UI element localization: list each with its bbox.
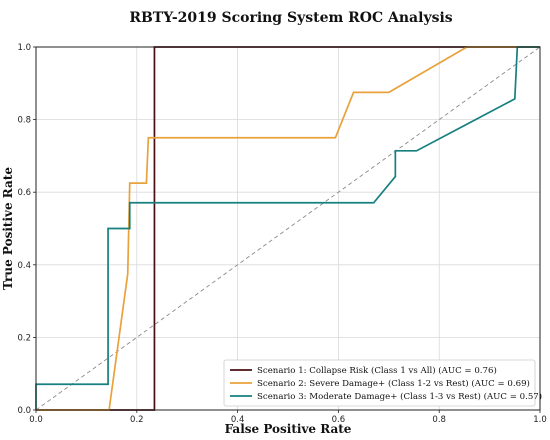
x-axis-label: False Positive Rate — [225, 422, 352, 436]
x-tick-label: 0.0 — [29, 415, 43, 425]
tick-layer: 0.0 0.2 0.4 0.6 0.8 1.0 0.0 0.2 0.4 0.6 0.8 1.0 — [17, 43, 546, 425]
x-tick-label: 1.0 — [533, 415, 547, 425]
reference-line-layer — [35, 46, 541, 411]
chance-diagonal-line — [35, 46, 541, 411]
x-tick-label: 0.6 — [332, 415, 346, 425]
y-tick-label: 0.0 — [17, 406, 31, 416]
y-tick-label: 0.8 — [17, 116, 31, 126]
y-axis-label: True Positive Rate — [1, 167, 15, 290]
legend-entry-label: Scenario 1: Collapse Risk (Class 1 vs Al… — [257, 365, 497, 376]
legend-entry-label: Scenario 3: Moderate Damage+ (Class 1-3 … — [257, 391, 542, 402]
chart-title: RBTY-2019 Scoring System ROC Analysis — [129, 10, 452, 26]
legend-entry-label: Scenario 2: Severe Damage+ (Class 1-2 vs… — [257, 378, 530, 389]
x-tick-label: 0.4 — [231, 415, 245, 425]
x-tick-label: 0.2 — [130, 415, 144, 425]
x-tick-label: 0.8 — [432, 415, 446, 425]
y-tick-label: 0.2 — [17, 333, 31, 343]
roc-curve-scenario-3 — [35, 46, 540, 410]
y-tick-label: 0.4 — [17, 261, 31, 271]
legend-box — [223, 359, 536, 407]
chart-legend: Scenario 1: Collapse Risk (Class 1 vs Al… — [223, 359, 542, 407]
plot-frame — [35, 46, 541, 411]
y-tick-label: 0.6 — [17, 188, 31, 198]
roc-curve-scenario-2 — [36, 46, 540, 411]
y-tick-label: 1.0 — [17, 43, 31, 53]
